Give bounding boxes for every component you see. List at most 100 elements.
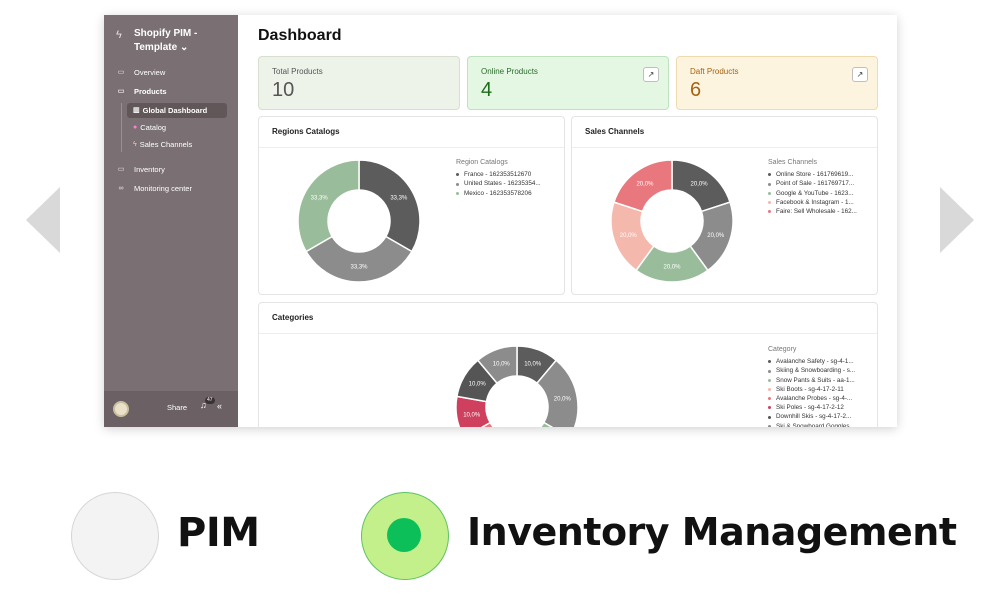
card-value: 10 [272,79,295,101]
infinity-icon: ∞ [118,185,124,192]
donut-slice[interactable] [358,159,421,253]
legend-item[interactable]: Ski Boots - sg-4-17-2-11 [768,385,872,394]
main-content: Dashboard Total Products 10 Online Produ… [238,15,897,427]
panel-title: Categories [272,313,314,322]
legend-item[interactable]: France - 162353512670 [456,170,560,179]
legend-item[interactable]: Point of Sale - 161769717... [768,179,872,188]
legend-label: Snow Pants & Suits - aa-1... [776,376,855,384]
page-title: Dashboard [258,27,342,44]
lightning-icon: ϟ [116,29,122,41]
categories-donut-chart: 10,0% 20,0% 10,0% 10,0% 10,0% [455,345,579,428]
legend-item[interactable]: Snow Pants & Suits - aa-1... [768,376,872,385]
radio-unselected-icon[interactable] [71,492,159,580]
donut-slice[interactable] [528,421,570,428]
legend-item[interactable]: Ski Poles - sg-4-17-2-12 [768,403,872,412]
share-button[interactable]: Share [167,403,188,412]
legend-label: Google & YouTube - 1623... [776,189,854,197]
legend-item[interactable]: Avalanche Probes - sg-4-... [768,394,872,403]
bell-icon[interactable]: ♫ [200,400,207,410]
slice-label: 20,0% [707,233,725,239]
legend-title: Category [768,346,797,353]
divider [259,147,564,148]
legend-title: Region Catalogs [456,159,508,166]
legend-label: Facebook & Instagram - 1... [776,198,854,206]
card-value: 6 [690,79,702,101]
radio-selected-dot [387,518,421,552]
legend-item[interactable]: Avalanche Safety - sg-4-1... [768,357,872,366]
legend-item[interactable]: Facebook & Instagram - 1... [768,198,872,207]
notification-badge: 47 [205,397,215,404]
sidebar-item-global-dashboard[interactable]: ▥ Global Dashboard [127,103,227,118]
option-pim-label[interactable]: PIM [177,510,260,556]
legend-dot-icon [768,406,771,410]
legend-item[interactable]: Downhill Skis - sg-4-17-2... [768,412,872,421]
sidebar-item-catalog[interactable]: ● Catalog [127,120,227,135]
legend-dot-icon [456,182,459,186]
legend-label: France - 162353512670 [464,171,532,179]
legend-dot-icon [456,173,459,177]
open-arrow-icon[interactable]: ↗ [852,67,868,82]
legend-dot-icon [456,191,459,195]
sales-channels-legend: Sales Channels Online Store - 161769619..… [768,158,872,216]
slice-label: 10,0% [463,413,481,419]
slice-label: 33,3% [311,196,329,202]
catalog-icon: ● [133,123,138,131]
app-window: ϟ Shopify PIM - Template ⌄ ▭ Overview ▭ … [104,15,897,427]
slice-label: 20,0% [663,265,681,271]
legend-dot-icon [768,182,771,186]
divider [572,147,877,148]
sidebar-item-inventory[interactable]: ▭ Inventory [116,165,165,175]
card-label: Online Products [481,67,538,76]
panel-title: Sales Channels [585,127,645,136]
regions-donut-chart: 33,3% 33,3% 33,3% [297,159,421,283]
slice-label: 20,0% [691,181,709,187]
sidebar-item-overview[interactable]: ▭ Overview [116,68,166,78]
legend-item[interactable]: Online Store - 161769619... [768,170,872,179]
legend-item[interactable]: United States - 16235354... [456,179,560,188]
legend-item[interactable]: Mexico - 162353578206 [456,189,560,198]
chevron-right-icon[interactable] [940,187,974,253]
sales-channels-panel: Sales Channels 20,0% 20,0% 20,0% 20,0% 20,0%… [571,116,878,295]
legend-item[interactable]: Faire: Sell Wholesale - 162... [768,207,872,216]
chevron-left-icon[interactable] [26,187,60,253]
legend-label: Faire: Sell Wholesale - 162... [776,208,857,216]
divider [259,333,877,334]
legend-label: Downhill Skis - sg-4-17-2... [776,413,852,421]
sidebar-item-monitoring-center[interactable]: ∞ Monitoring center [116,184,192,194]
draft-products-card: Daft Products 6 ↗ [676,56,878,110]
legend-dot-icon [768,191,771,195]
legend-title: Sales Channels [768,159,818,166]
collapse-sidebar-icon[interactable]: « [217,401,223,411]
option-inventory-management-label[interactable]: Inventory Management [467,510,957,554]
legend-label: United States - 16235354... [464,180,541,188]
sidebar-item-products[interactable]: ▭ Products [116,87,167,97]
donut-slice[interactable] [476,345,518,385]
legend-label: Avalanche Safety - sg-4-1... [776,358,854,366]
open-arrow-icon[interactable]: ↗ [643,67,659,82]
sidebar-item-label: Monitoring center [134,184,192,193]
card-label: Total Products [272,67,323,76]
donut-slice[interactable] [535,359,579,427]
legend-item[interactable]: Google & YouTube - 1623... [768,189,872,198]
legend-item[interactable]: Ski & Snowboard Goggles ... [768,422,872,427]
donut-slice[interactable] [297,159,360,253]
slice-label: 20,0% [554,397,572,403]
legend-label: Skiing & Snowboarding - s... [776,367,856,375]
sidebar-item-sales-channels[interactable]: ϟ Sales Channels [127,137,227,152]
legend-dot-icon [768,369,771,373]
chart-icon: ▥ [133,106,140,114]
donut-slice[interactable] [613,159,673,213]
sidebar: ϟ Shopify PIM - Template ⌄ ▭ Overview ▭ … [104,15,238,427]
slice-label: 10,0% [524,361,542,367]
legend-dot-icon [768,360,771,364]
sidebar-item-label: Inventory [134,165,165,174]
sidebar-item-label: Overview [134,68,166,77]
legend-dot-icon [768,415,771,419]
avatar[interactable] [113,401,129,417]
legend-label: Avalanche Probes - sg-4-... [776,395,853,403]
legend-label: Ski & Snowboard Goggles ... [776,422,857,427]
sidebar-item-label: Sales Channels [139,139,193,149]
donut-slice[interactable] [305,235,413,283]
sales-channels-donut-chart: 20,0% 20,0% 20,0% 20,0% 20,0% [610,159,734,283]
legend-item[interactable]: Skiing & Snowboarding - s... [768,366,872,375]
